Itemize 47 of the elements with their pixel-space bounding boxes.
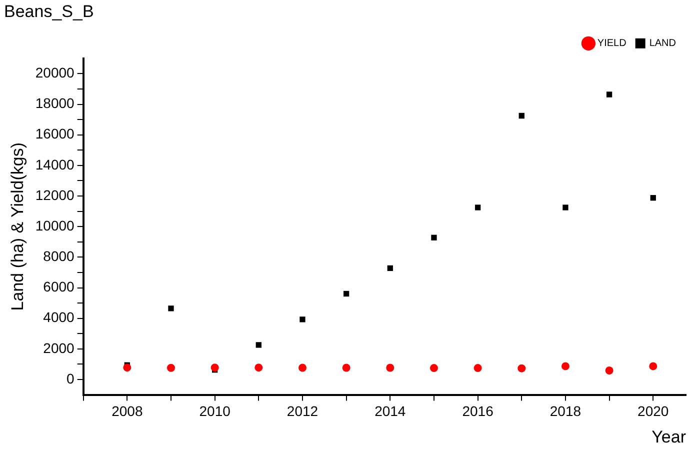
y-tick-label: 2000 xyxy=(43,340,75,356)
point xyxy=(474,204,481,210)
point xyxy=(606,92,612,98)
point xyxy=(298,364,306,372)
y-axis-title: Land (ha) & Yield(kgs) xyxy=(8,142,27,311)
x-tick-label: 2012 xyxy=(286,403,318,420)
y-tick-label: 8000 xyxy=(43,248,75,264)
point xyxy=(650,195,656,201)
chart-title: Beans_S_B xyxy=(4,2,94,21)
x-tick-label: 2014 xyxy=(374,403,406,420)
point xyxy=(387,265,393,272)
point xyxy=(168,306,174,312)
point xyxy=(210,364,219,372)
point xyxy=(343,290,350,297)
point xyxy=(123,364,132,372)
point xyxy=(518,364,526,372)
x-tick-label: 2010 xyxy=(199,403,231,420)
y-tick-label: 6000 xyxy=(43,278,75,295)
point xyxy=(605,366,614,374)
point xyxy=(474,364,482,372)
x-tick-label: 2016 xyxy=(462,403,494,420)
point xyxy=(431,234,437,240)
y-tick-label: 10000 xyxy=(35,217,75,234)
point xyxy=(562,204,568,210)
point xyxy=(256,342,262,348)
y-tick-label: 20000 xyxy=(35,64,75,81)
point xyxy=(561,362,570,370)
point xyxy=(430,364,438,372)
y-tick-label: 0 xyxy=(66,370,75,386)
y-tick-label: 16000 xyxy=(35,126,75,142)
y-tick-label: 12000 xyxy=(35,186,75,203)
legend-label: LAND xyxy=(649,38,676,50)
point xyxy=(518,112,524,119)
x-tick-label: 2018 xyxy=(550,403,582,420)
x-axis-title: Year xyxy=(652,427,686,446)
x-tick-label: 2020 xyxy=(638,403,669,420)
legend-label: YIELD xyxy=(597,38,626,50)
point xyxy=(342,364,350,372)
y-tick-label: 14000 xyxy=(35,156,75,172)
point xyxy=(166,364,175,372)
point xyxy=(254,364,263,372)
point xyxy=(386,364,394,372)
y-tick-label: 4000 xyxy=(43,309,75,326)
point xyxy=(649,362,658,370)
y-tick-label: 18000 xyxy=(35,95,75,112)
point xyxy=(300,316,306,322)
x-tick-label: 2008 xyxy=(112,403,143,420)
